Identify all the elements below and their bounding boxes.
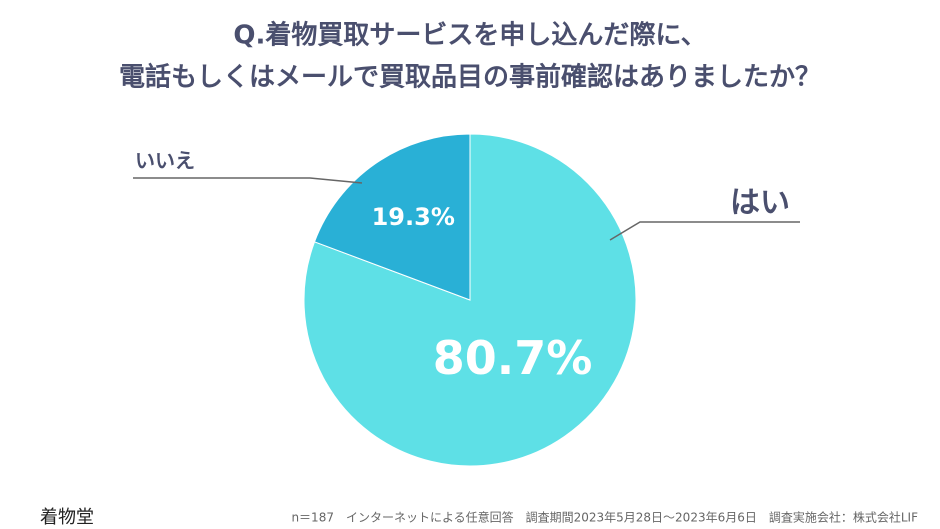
pie-slice: [313, 133, 471, 301]
footnote: n＝187 インターネットによる任意回答 調査期間2023年5月28日〜2023…: [291, 510, 918, 525]
leader-line: [133, 177, 363, 184]
category-label: はい: [730, 186, 790, 221]
value-label: 19.3%: [372, 203, 455, 231]
value-label: 80.7%: [433, 331, 593, 385]
category-label: いいえ: [135, 149, 195, 173]
chart-title: Q.着物買取サービスを申し込んだ際に、: [233, 20, 706, 51]
chart-title: 電話もしくはメールで買取品目の事前確認はありましたか？: [119, 62, 821, 93]
logo: 着物堂: [40, 507, 94, 528]
leader-line: [609, 221, 800, 241]
